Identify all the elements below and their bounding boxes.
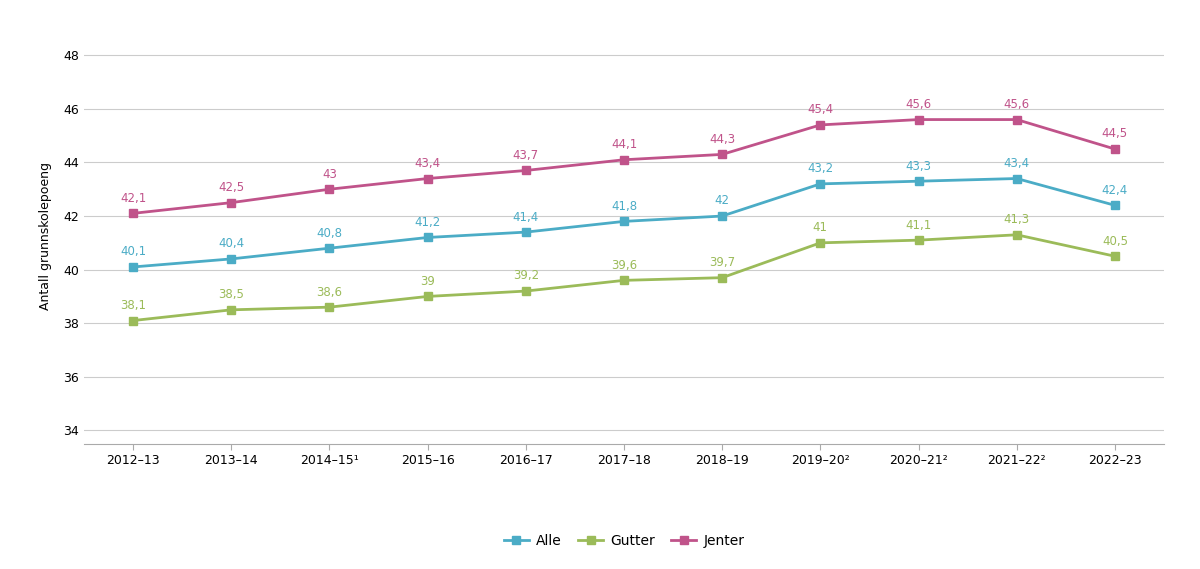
Jenter [518,167,533,174]
Y-axis label: Antall grunnskolepoeng: Antall grunnskolepoeng [40,162,52,310]
Legend: Alle, Gutter, Jenter: Alle, Gutter, Jenter [498,528,750,553]
Line: Jenter: Jenter [128,116,1120,217]
Alle [1108,202,1122,209]
Text: 38,1: 38,1 [120,299,146,312]
Text: 42: 42 [715,195,730,208]
Gutter [126,317,140,324]
Alle [224,255,239,262]
Alle [814,180,828,187]
Text: 43,4: 43,4 [1003,157,1030,170]
Text: 41,2: 41,2 [414,216,440,229]
Alle [911,178,925,184]
Line: Alle: Alle [128,174,1120,271]
Text: 40,8: 40,8 [317,226,342,240]
Jenter [224,199,239,206]
Line: Gutter: Gutter [128,230,1120,325]
Alle [518,229,533,236]
Gutter [617,277,631,284]
Text: 43,7: 43,7 [512,149,539,162]
Jenter [126,210,140,217]
Text: 41,4: 41,4 [512,211,539,224]
Text: 39,2: 39,2 [512,270,539,282]
Alle [420,234,434,241]
Text: 39,7: 39,7 [709,256,736,269]
Text: 42,5: 42,5 [218,181,245,194]
Text: 38,6: 38,6 [317,286,342,299]
Text: 44,3: 44,3 [709,133,736,146]
Text: 41: 41 [812,221,828,234]
Gutter [1009,232,1024,238]
Jenter [1009,116,1024,123]
Text: 39: 39 [420,275,436,288]
Text: 43: 43 [322,168,337,181]
Text: 45,6: 45,6 [906,98,931,111]
Text: 45,6: 45,6 [1003,98,1030,111]
Text: 40,4: 40,4 [218,237,245,250]
Gutter [323,304,337,311]
Text: 44,1: 44,1 [611,138,637,151]
Text: 44,5: 44,5 [1102,127,1128,141]
Text: 41,3: 41,3 [1003,213,1030,226]
Gutter [1108,253,1122,259]
Alle [715,213,730,220]
Jenter [911,116,925,123]
Jenter [814,122,828,129]
Text: 40,5: 40,5 [1102,234,1128,248]
Jenter [420,175,434,182]
Gutter [911,237,925,244]
Text: 40,1: 40,1 [120,245,146,258]
Gutter [715,274,730,281]
Text: 43,3: 43,3 [906,160,931,172]
Alle [126,263,140,270]
Alle [1009,175,1024,182]
Text: 41,1: 41,1 [906,218,931,232]
Text: 43,4: 43,4 [414,157,440,170]
Gutter [224,307,239,314]
Text: 41,8: 41,8 [611,200,637,213]
Text: 45,4: 45,4 [808,104,834,116]
Gutter [814,240,828,246]
Jenter [715,151,730,158]
Alle [617,218,631,225]
Text: 42,1: 42,1 [120,192,146,205]
Gutter [518,288,533,295]
Jenter [617,156,631,163]
Gutter [420,293,434,300]
Jenter [1108,146,1122,152]
Text: 43,2: 43,2 [808,162,834,175]
Text: 39,6: 39,6 [611,259,637,272]
Alle [323,245,337,251]
Text: 42,4: 42,4 [1102,184,1128,197]
Text: 38,5: 38,5 [218,288,245,301]
Jenter [323,186,337,193]
